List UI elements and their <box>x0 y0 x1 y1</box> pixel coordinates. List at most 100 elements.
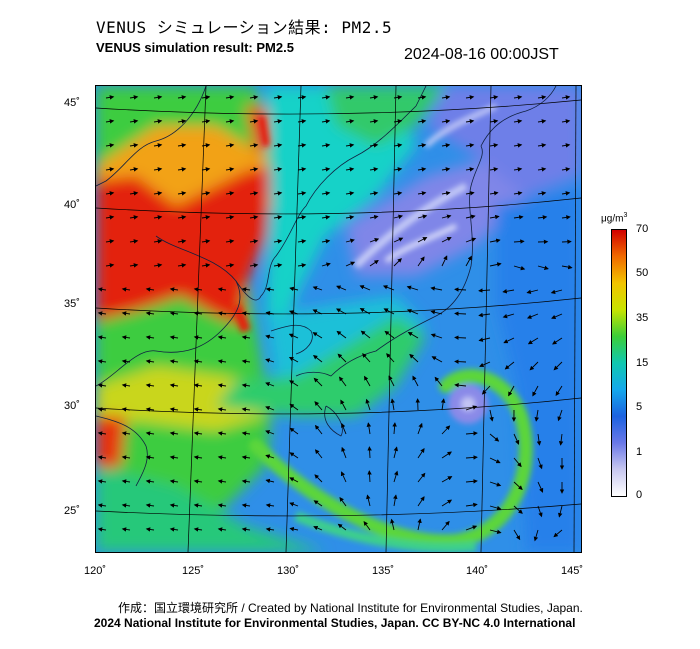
wind-arrow <box>273 263 283 268</box>
wind-arrow <box>508 385 515 397</box>
wind-arrow <box>321 167 331 172</box>
wind-arrow <box>201 143 211 148</box>
wind-arrow <box>289 526 299 532</box>
wind-arrow <box>249 167 259 172</box>
wind-arrow <box>97 503 107 508</box>
wind-arrow <box>217 359 227 364</box>
wind-arrow <box>561 143 571 148</box>
wind-arrow <box>555 385 563 397</box>
wind-arrow <box>561 167 571 172</box>
wind-arrow <box>193 383 203 388</box>
wind-arrow <box>417 472 426 483</box>
wind-arrow <box>489 529 502 535</box>
wind-arrow <box>193 455 203 460</box>
wind-arrow <box>337 353 347 363</box>
wind-arrow <box>489 214 500 220</box>
wind-arrow <box>367 446 372 459</box>
wind-arrow <box>345 261 356 267</box>
wind-arrow <box>345 143 355 148</box>
wind-arrow <box>513 505 523 514</box>
wind-arrow <box>289 477 299 483</box>
wind-arrow <box>513 265 526 271</box>
wind-arrow <box>337 523 347 531</box>
wind-arrow <box>393 237 404 243</box>
wind-arrow <box>529 361 539 371</box>
wind-arrow <box>225 239 235 244</box>
wind-arrow <box>201 95 211 100</box>
wind-arrow <box>97 335 107 340</box>
wind-arrow <box>321 239 331 244</box>
wind-arrow <box>441 476 453 483</box>
wind-arrow <box>241 359 251 364</box>
wind-arrow <box>225 191 235 196</box>
wind-arrow <box>465 431 478 436</box>
wind-arrow <box>217 311 227 316</box>
wind-arrow <box>97 287 107 292</box>
wind-arrow <box>513 143 523 148</box>
wind-arrow <box>364 375 371 387</box>
wind-arrow <box>409 353 419 363</box>
wind-arrow <box>489 191 499 196</box>
wind-arrow <box>105 191 115 196</box>
wind-arrow <box>121 503 131 508</box>
wind-arrow <box>465 405 478 411</box>
wind-arrow <box>169 503 179 508</box>
wind-arrow <box>441 255 448 267</box>
wind-arrow <box>97 431 107 436</box>
wind-arrow <box>225 167 235 172</box>
unit-superscript: 3 <box>623 212 628 219</box>
wind-arrow <box>105 143 115 148</box>
wind-arrow <box>105 215 115 220</box>
wind-arrow <box>249 95 259 100</box>
wind-arrow <box>390 398 395 411</box>
wind-arrow <box>561 119 571 124</box>
lon-label-140: 140˚ <box>466 565 489 577</box>
wind-arrow <box>121 407 131 412</box>
wind-arrow <box>478 312 491 318</box>
wind-arrow <box>193 527 203 532</box>
wind-arrow <box>193 479 203 484</box>
wind-arrow <box>362 353 371 363</box>
title-english: VENUS simulation result: PM2.5 <box>96 40 294 55</box>
wind-arrow <box>121 479 131 484</box>
wind-arrow <box>273 143 283 148</box>
wind-arrow <box>366 494 371 507</box>
wind-arrow <box>201 263 211 268</box>
wind-arrow <box>225 215 235 220</box>
wind-arrow <box>177 215 187 220</box>
wind-arrow <box>177 167 187 172</box>
lon-label-130: 130˚ <box>277 565 300 577</box>
wind-arrow <box>193 503 203 508</box>
wind-arrow <box>417 191 427 196</box>
wind-arrow <box>225 95 235 100</box>
colorbar-unit: μg/m3 <box>601 212 627 224</box>
wind-arrow <box>537 167 547 172</box>
wind-arrow <box>177 191 187 196</box>
wind-arrow <box>288 333 299 339</box>
wind-arrow <box>441 451 452 459</box>
lon-label-120: 120˚ <box>84 565 107 577</box>
wind-arrow <box>97 527 107 532</box>
wind-arrow <box>312 286 323 291</box>
unit-text: μg/m <box>601 213 624 225</box>
wind-arrow <box>407 331 419 339</box>
wind-arrow <box>273 191 283 196</box>
wind-arrow <box>526 289 539 295</box>
wind-arrow <box>465 95 475 100</box>
colorbar-tick-0: 0 <box>636 489 643 501</box>
wind-arrow <box>249 263 259 268</box>
wind-arrow <box>441 237 452 243</box>
wind-arrow <box>412 375 419 387</box>
wind-arrow <box>465 255 472 267</box>
wind-arrow <box>336 308 347 315</box>
wind-arrow <box>561 264 573 270</box>
wind-arrow <box>129 215 139 220</box>
wind-arrow <box>513 239 525 244</box>
wind-arrow <box>557 409 563 422</box>
wind-arrow <box>297 263 307 268</box>
wind-arrow <box>265 478 275 484</box>
wind-arrow <box>297 119 307 124</box>
lon-label-135: 135˚ <box>372 565 395 577</box>
wind-arrow <box>537 191 547 196</box>
wind-arrow <box>561 95 571 100</box>
